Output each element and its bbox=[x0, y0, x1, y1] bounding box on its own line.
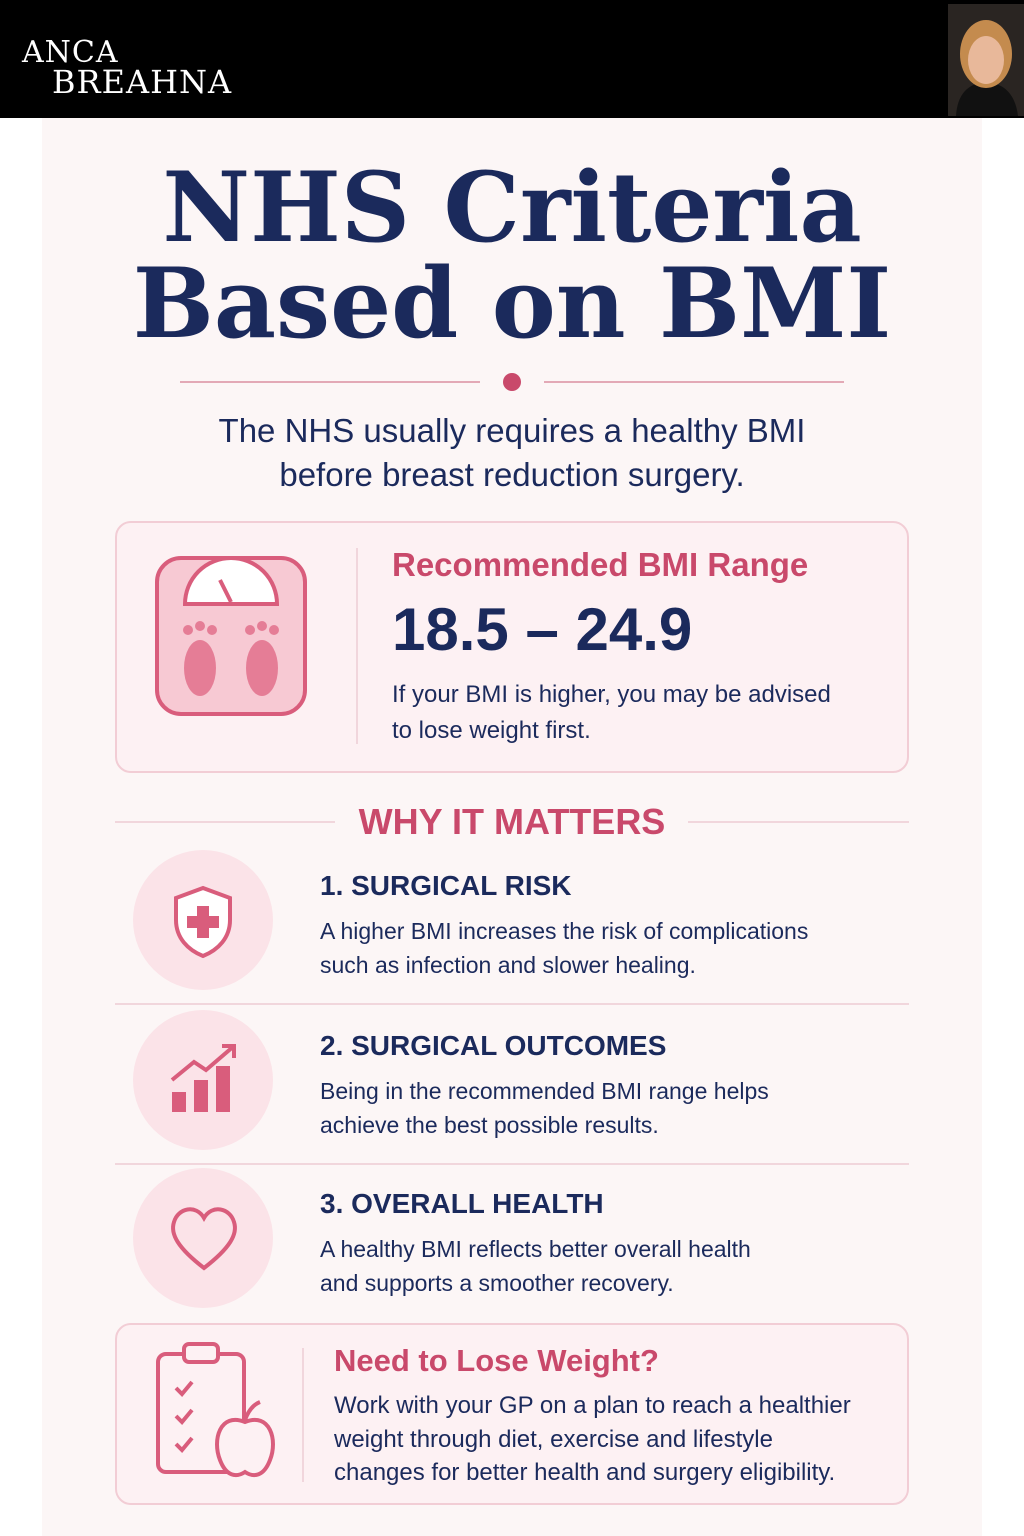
divider bbox=[544, 381, 844, 383]
brand-line: BREAHNA bbox=[52, 63, 233, 101]
weight-heading: Need to Lose Weight? bbox=[334, 1343, 659, 1378]
range-heading: Recommended BMI Range bbox=[392, 546, 809, 583]
profile-photo bbox=[948, 4, 1024, 116]
icon-graphic bbox=[174, 885, 232, 959]
icon-graphic bbox=[170, 1044, 236, 1112]
title-line: Based on BMI bbox=[132, 247, 892, 360]
divider bbox=[688, 821, 909, 823]
item-separator bbox=[115, 1163, 909, 1165]
item-text: A healthy BMI reflects better overall he… bbox=[320, 1236, 751, 1262]
item-text: such as infection and slower healing. bbox=[320, 952, 696, 978]
weight-text: changes for better health and surgery el… bbox=[334, 1459, 836, 1486]
item-text: achieve the best possible results. bbox=[320, 1112, 659, 1138]
bmi-range: 18.5 – 24.9 bbox=[392, 596, 693, 663]
divider bbox=[115, 821, 335, 823]
divider bbox=[180, 381, 480, 383]
header-bar bbox=[0, 0, 1024, 118]
scale-icon bbox=[155, 556, 307, 716]
range-note: If your BMI is higher, you may be advise… bbox=[392, 681, 831, 708]
box-divider bbox=[302, 1348, 304, 1482]
clipboard-icon bbox=[156, 1342, 275, 1478]
subtitle-line: before breast reduction surgery. bbox=[279, 456, 745, 493]
item-title: 2. SURGICAL OUTCOMES bbox=[320, 1030, 667, 1061]
item-text: Being in the recommended BMI range helps bbox=[320, 1078, 769, 1104]
item-title: 3. OVERALL HEALTH bbox=[320, 1188, 604, 1219]
item-text: and supports a smoother recovery. bbox=[320, 1270, 674, 1296]
brand-line: ANCA bbox=[22, 35, 119, 70]
icon-graphic bbox=[171, 1207, 237, 1271]
section-heading: WHY IT MATTERS bbox=[358, 801, 666, 842]
subtitle-line: The NHS usually requires a healthy BMI bbox=[218, 412, 806, 449]
item-title: 1. SURGICAL RISK bbox=[320, 870, 572, 901]
range-note: to lose weight first. bbox=[392, 717, 591, 744]
box-divider bbox=[356, 548, 358, 744]
title-line: NHS Criteria bbox=[162, 151, 862, 264]
weight-text: weight through diet, exercise and lifest… bbox=[334, 1426, 773, 1453]
icon bbox=[168, 1040, 240, 1125]
icon bbox=[168, 1198, 240, 1283]
icon bbox=[168, 880, 240, 965]
icon-circle bbox=[133, 1168, 273, 1308]
item-text: A higher BMI increases the risk of compl… bbox=[320, 918, 809, 944]
divider-dot bbox=[503, 373, 521, 391]
weight-text: Work with your GP on a plan to reach a h… bbox=[334, 1392, 851, 1419]
item-separator bbox=[115, 1003, 909, 1005]
